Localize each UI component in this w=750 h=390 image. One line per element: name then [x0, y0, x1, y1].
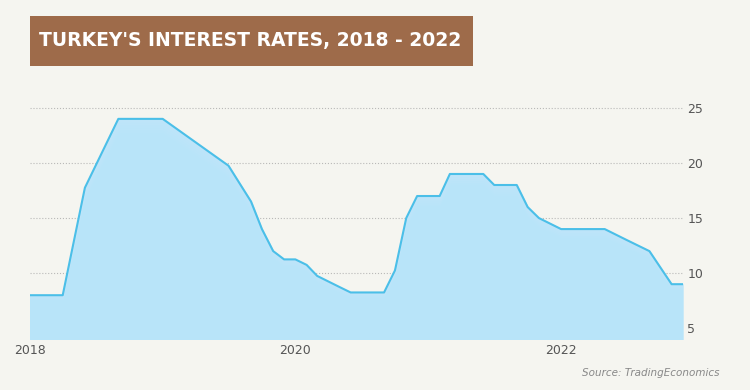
Text: Source: TradingEconomics: Source: TradingEconomics: [583, 368, 720, 378]
Text: TURKEY'S INTEREST RATES, 2018 - 2022: TURKEY'S INTEREST RATES, 2018 - 2022: [39, 32, 461, 50]
